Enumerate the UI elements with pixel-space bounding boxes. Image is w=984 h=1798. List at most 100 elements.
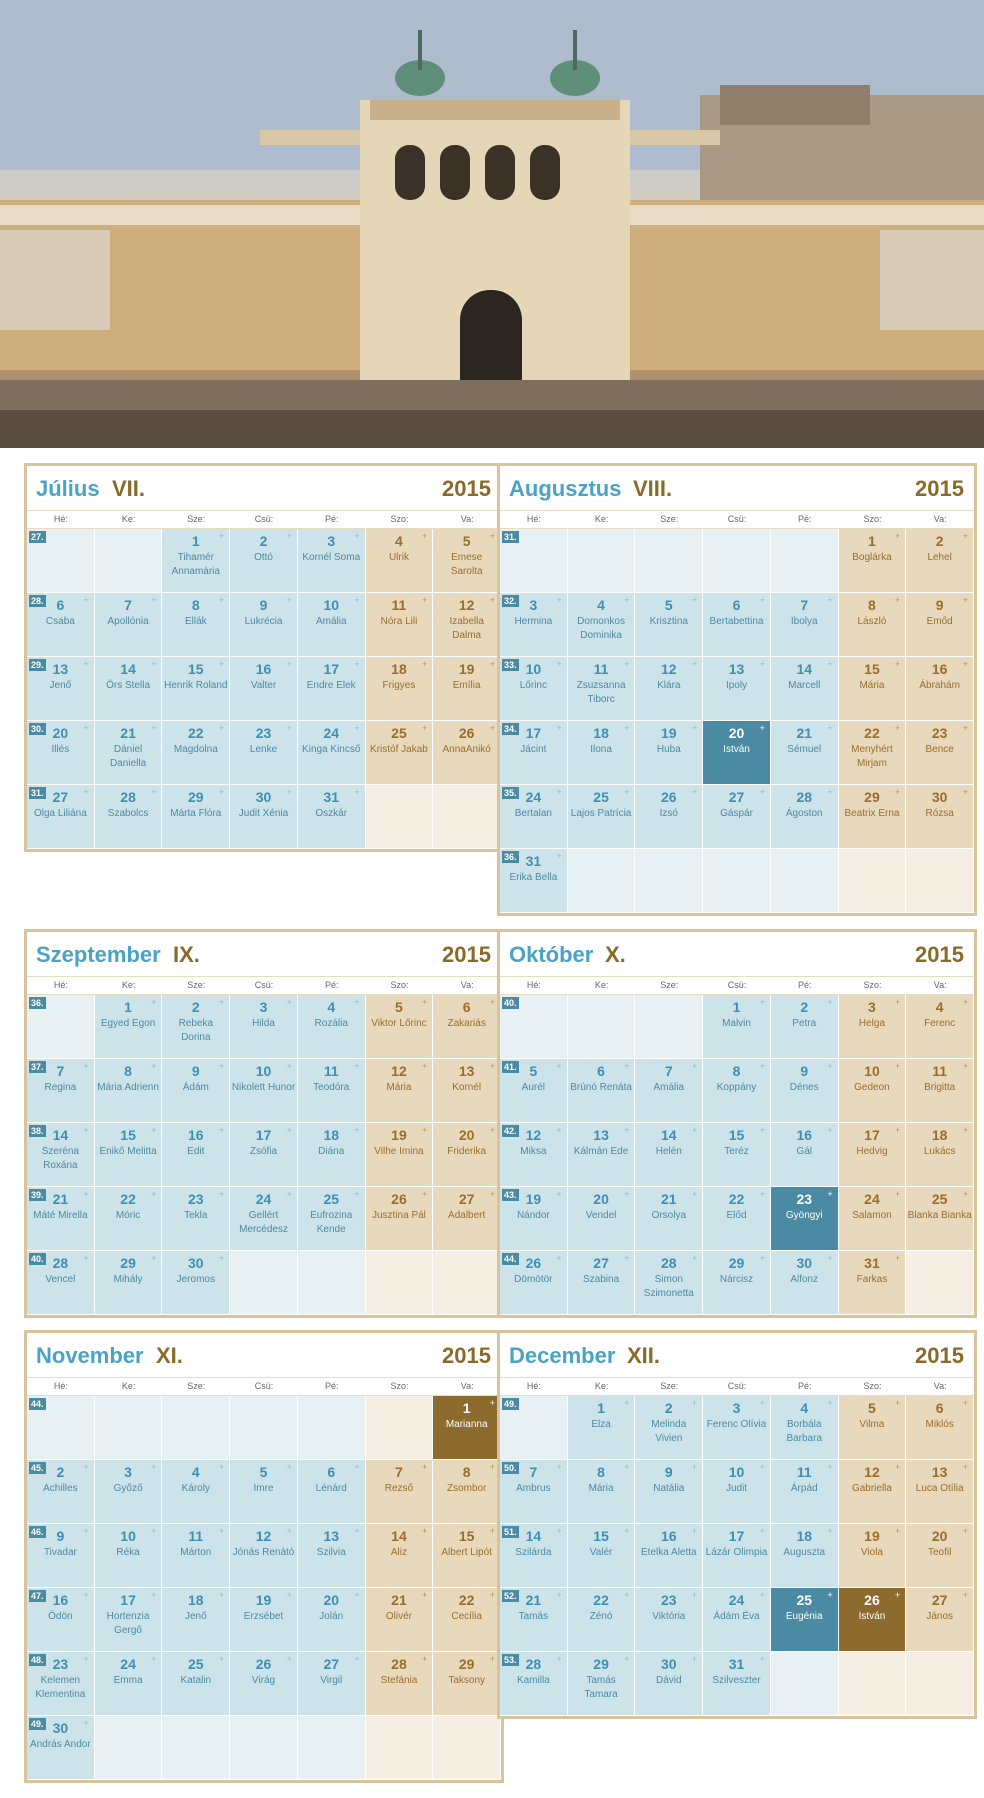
add-event-icon[interactable]: + xyxy=(827,997,833,1007)
add-event-icon[interactable]: + xyxy=(895,1590,901,1600)
day-cell[interactable]: 10 + Gedeon xyxy=(838,1059,907,1122)
add-event-icon[interactable]: + xyxy=(624,1189,630,1199)
add-event-icon[interactable]: + xyxy=(489,723,496,733)
add-event-icon[interactable]: + xyxy=(422,659,428,669)
add-event-icon[interactable]: + xyxy=(286,723,292,733)
day-cell[interactable]: 3 + Hilda xyxy=(230,995,298,1058)
add-event-icon[interactable]: + xyxy=(827,595,833,605)
add-event-icon[interactable]: + xyxy=(962,1061,969,1071)
day-cell[interactable]: 9 + Ádám xyxy=(162,1059,231,1122)
day-cell[interactable]: 4 + Domonkos Dominika xyxy=(567,593,636,656)
add-event-icon[interactable]: + xyxy=(962,723,969,733)
add-event-icon[interactable]: + xyxy=(691,659,698,669)
add-event-icon[interactable]: + xyxy=(962,595,969,605)
day-cell[interactable]: 19 + Huba xyxy=(635,721,704,784)
add-event-icon[interactable]: + xyxy=(827,723,833,733)
day-cell[interactable]: 19 + Viola xyxy=(838,1524,907,1587)
add-event-icon[interactable]: + xyxy=(151,1526,157,1536)
day-cell[interactable]: 21 + Olivér xyxy=(365,1588,434,1651)
add-event-icon[interactable]: + xyxy=(895,1189,901,1199)
day-cell[interactable]: 2 + Ottó xyxy=(230,529,298,592)
day-cell[interactable]: 7 + Apollónia xyxy=(94,593,163,656)
day-cell[interactable]: 28. 6 + Csaba xyxy=(27,593,95,656)
day-cell[interactable]: 8 + Mária xyxy=(567,1460,636,1523)
add-event-icon[interactable]: + xyxy=(691,1398,698,1408)
add-event-icon[interactable]: + xyxy=(962,1462,969,1472)
add-event-icon[interactable]: + xyxy=(218,1654,225,1664)
day-cell[interactable]: 1 + Tihamér Annamária xyxy=(162,529,231,592)
add-event-icon[interactable]: + xyxy=(759,1526,765,1536)
day-cell[interactable]: 17 + Endre Elek xyxy=(297,657,366,720)
add-event-icon[interactable]: + xyxy=(556,595,562,605)
add-event-icon[interactable]: + xyxy=(691,787,698,797)
day-cell[interactable]: 14 + Marcell xyxy=(770,657,839,720)
add-event-icon[interactable]: + xyxy=(422,1189,428,1199)
add-event-icon[interactable]: + xyxy=(218,723,225,733)
add-event-icon[interactable]: + xyxy=(895,659,901,669)
add-event-icon[interactable]: + xyxy=(286,1462,292,1472)
add-event-icon[interactable]: + xyxy=(895,1125,901,1135)
add-event-icon[interactable]: + xyxy=(151,1654,157,1664)
day-cell[interactable]: 22 + Magdolna xyxy=(162,721,231,784)
add-event-icon[interactable]: + xyxy=(895,723,901,733)
add-event-icon[interactable]: + xyxy=(218,1462,225,1472)
day-cell[interactable]: 28 + Simon Szimonetta xyxy=(635,1251,704,1314)
add-event-icon[interactable]: + xyxy=(422,531,428,541)
day-cell[interactable]: 1 + Marianna xyxy=(433,1396,502,1459)
add-event-icon[interactable]: + xyxy=(827,1526,833,1536)
day-cell[interactable]: 25 + Kristóf Jakab xyxy=(365,721,434,784)
add-event-icon[interactable]: + xyxy=(286,595,292,605)
add-event-icon[interactable]: + xyxy=(83,1462,89,1472)
day-cell[interactable]: 38. 14 + Szeréna Roxána xyxy=(27,1123,95,1186)
day-cell[interactable]: 12 + Mária xyxy=(365,1059,434,1122)
add-event-icon[interactable]: + xyxy=(489,997,496,1007)
day-cell[interactable]: 17 + Zsófia xyxy=(230,1123,298,1186)
add-event-icon[interactable]: + xyxy=(556,1654,562,1664)
add-event-icon[interactable]: + xyxy=(759,1654,765,1664)
add-event-icon[interactable]: + xyxy=(624,1526,630,1536)
day-cell[interactable]: 9 + Natália xyxy=(635,1460,704,1523)
day-cell[interactable]: 13 + Szilvia xyxy=(297,1524,366,1587)
add-event-icon[interactable]: + xyxy=(827,1253,833,1263)
add-event-icon[interactable]: + xyxy=(691,1253,698,1263)
day-cell[interactable]: 37. 7 + Regina xyxy=(27,1059,95,1122)
add-event-icon[interactable]: + xyxy=(556,1253,562,1263)
add-event-icon[interactable]: + xyxy=(422,1590,428,1600)
add-event-icon[interactable]: + xyxy=(759,723,765,733)
day-cell[interactable]: 28 + Stefánia xyxy=(365,1652,434,1715)
add-event-icon[interactable]: + xyxy=(286,1590,292,1600)
day-cell[interactable]: 6 + Zakariás xyxy=(433,995,502,1058)
day-cell[interactable]: 10 + Réka xyxy=(94,1524,163,1587)
add-event-icon[interactable]: + xyxy=(151,1125,157,1135)
add-event-icon[interactable]: + xyxy=(962,1189,969,1199)
day-cell[interactable]: 11 + Nóra Lili xyxy=(365,593,434,656)
day-cell[interactable]: 10 + Judit xyxy=(703,1460,771,1523)
day-cell[interactable]: 44. 26 + Dömötör xyxy=(500,1251,568,1314)
add-event-icon[interactable]: + xyxy=(218,1125,225,1135)
day-cell[interactable]: 2 + Melinda Vivien xyxy=(635,1396,704,1459)
day-cell[interactable]: 3 + Ferenc Olívia xyxy=(703,1396,771,1459)
add-event-icon[interactable]: + xyxy=(624,723,630,733)
add-event-icon[interactable]: + xyxy=(422,595,428,605)
add-event-icon[interactable]: + xyxy=(83,659,89,669)
add-event-icon[interactable]: + xyxy=(151,1061,157,1071)
day-cell[interactable]: 43. 19 + Nándor xyxy=(500,1187,568,1250)
day-cell[interactable]: 26 + Izsó xyxy=(635,785,704,848)
day-cell[interactable]: 29 + Beatrix Erna xyxy=(838,785,907,848)
day-cell[interactable]: 25 + Eufrozina Kende xyxy=(297,1187,366,1250)
day-cell[interactable]: 4 + Ulrik xyxy=(365,529,434,592)
day-cell[interactable]: 4 + Károly xyxy=(162,1460,231,1523)
day-cell[interactable]: 3 + Helga xyxy=(838,995,907,1058)
day-cell[interactable]: 21 + Sémuel xyxy=(770,721,839,784)
day-cell[interactable]: 23 + Bence xyxy=(906,721,975,784)
day-cell[interactable]: 34. 17 + Jácint xyxy=(500,721,568,784)
day-cell[interactable]: 5 + Krisztina xyxy=(635,593,704,656)
add-event-icon[interactable]: + xyxy=(759,1398,765,1408)
add-event-icon[interactable]: + xyxy=(354,1189,360,1199)
add-event-icon[interactable]: + xyxy=(422,997,428,1007)
day-cell[interactable]: 10 + Amália xyxy=(297,593,366,656)
day-cell[interactable]: 53. 28 + Kamilla xyxy=(500,1652,568,1715)
day-cell[interactable]: 40. 28 + Vencel xyxy=(27,1251,95,1314)
add-event-icon[interactable]: + xyxy=(962,1125,969,1135)
day-cell[interactable]: 29 + Mihály xyxy=(94,1251,163,1314)
